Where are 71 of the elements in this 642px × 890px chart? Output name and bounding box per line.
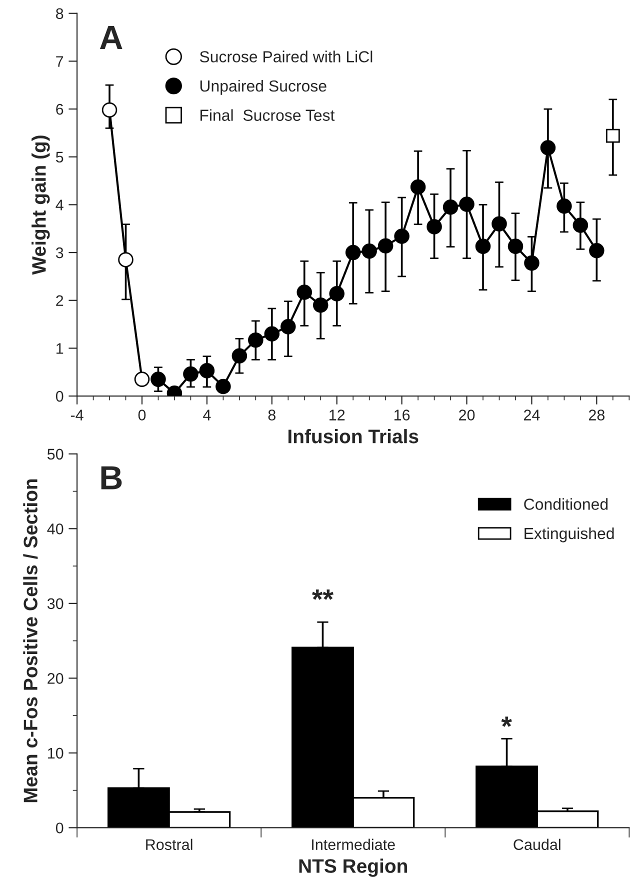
point xyxy=(280,319,296,334)
y-tick-label: 0 xyxy=(56,390,64,402)
x-tick-label: -4 xyxy=(70,410,84,420)
y-axis-title: Mean c-Fos Positive Cells / Section xyxy=(23,479,38,802)
point xyxy=(362,243,377,259)
point xyxy=(378,238,394,254)
point xyxy=(102,102,118,118)
point xyxy=(150,372,166,387)
point xyxy=(312,298,328,313)
y-tick-label: 6 xyxy=(56,104,64,115)
y-tick-label: 10 xyxy=(48,748,64,759)
legend-label: Extinguished xyxy=(524,527,614,542)
point xyxy=(232,348,248,364)
x-axis-title: NTS Region xyxy=(299,858,407,877)
x-axis-title: Infusion Trials xyxy=(288,429,418,444)
annotation: * xyxy=(501,716,512,727)
point xyxy=(248,332,264,348)
x-tick-label: Intermediate xyxy=(312,838,395,850)
y-tick-label: 2 xyxy=(56,295,64,306)
point xyxy=(475,238,491,254)
y-tick-label: 50 xyxy=(47,448,64,460)
y-tick-label: 0 xyxy=(56,822,64,834)
y-axis-title: Weight gain (g) xyxy=(32,136,50,275)
x-tick-label: 12 xyxy=(330,410,345,420)
x-tick-label: Rostral xyxy=(146,838,192,850)
x-tick-label: 4 xyxy=(203,410,211,420)
point xyxy=(264,326,280,342)
x-tick-label: 24 xyxy=(524,410,540,420)
point xyxy=(394,228,410,244)
annotation: A xyxy=(100,26,122,49)
y-tick-label: 4 xyxy=(56,200,64,210)
y-tick-label: 8 xyxy=(56,8,64,20)
point xyxy=(589,242,604,258)
y-tick-label: 7 xyxy=(56,56,64,67)
point xyxy=(606,128,620,143)
point xyxy=(118,252,134,268)
point xyxy=(134,372,150,387)
x-tick-label: 20 xyxy=(459,410,475,420)
point xyxy=(183,366,198,382)
y-tick-label: 5 xyxy=(56,152,64,163)
point xyxy=(459,196,474,212)
x-tick-label: 16 xyxy=(394,410,410,420)
legend-label: Conditioned xyxy=(524,498,608,510)
point xyxy=(345,244,361,260)
y-tick-label: 30 xyxy=(47,598,64,610)
x-tick-label: Caudal xyxy=(514,838,560,850)
y-tick-label: 20 xyxy=(48,673,64,684)
x-tick-label: 0 xyxy=(138,410,146,420)
legend-label: Final Sucrose Test xyxy=(200,109,335,121)
point xyxy=(556,198,572,214)
point xyxy=(410,179,426,195)
point xyxy=(216,378,231,394)
legend-label: Unpaired Sucrose xyxy=(200,80,326,95)
x-tick-label: 8 xyxy=(268,410,276,420)
point xyxy=(296,284,312,300)
point xyxy=(199,363,215,378)
y-tick-label: 3 xyxy=(56,247,64,258)
point xyxy=(329,286,344,302)
y-tick-label: 1 xyxy=(56,343,64,354)
point xyxy=(492,216,507,232)
point xyxy=(508,238,524,254)
point xyxy=(572,218,588,233)
x-tick-label: 28 xyxy=(588,410,605,420)
point xyxy=(442,199,458,215)
point xyxy=(540,140,556,156)
point xyxy=(426,219,442,234)
point xyxy=(524,255,540,271)
legend-label: Sucrose Paired with LiCl xyxy=(200,50,372,62)
y-tick-label: 40 xyxy=(47,524,64,534)
annotation: ** xyxy=(312,589,334,600)
annotation: B xyxy=(101,466,122,490)
